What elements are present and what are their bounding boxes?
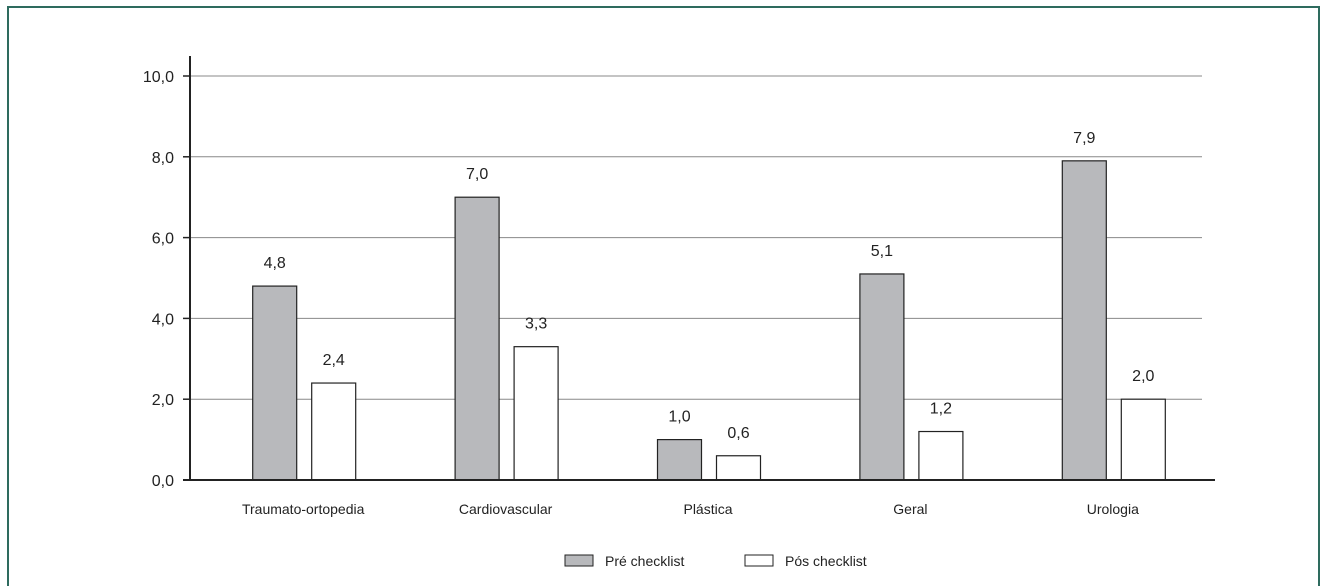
bar-pos-checklist: [918, 430, 964, 481]
bar-pre-checklist: [454, 196, 500, 481]
category-label: Cardiovascular: [459, 501, 553, 517]
bar-pre-checklist: [252, 285, 298, 481]
data-label-pos-checklist: 2,4: [323, 352, 345, 369]
y-tick-label: 4,0: [152, 311, 174, 328]
bar-pos-checklist: [1120, 398, 1166, 481]
data-labels: 4,8 2,4 7,0 3,3 1,0 0,6 5,1 1,2 7,9 2,0: [264, 130, 1155, 442]
grid-lines: [190, 75, 1202, 400]
bar-pre-checklist: [859, 273, 905, 481]
data-label-pos-checklist: 0,6: [727, 425, 749, 442]
category-label: Traumato-ortopedia: [242, 501, 365, 517]
data-label-pos-checklist: 3,3: [525, 316, 547, 333]
legend-label-pre-checklist: Pré checklist: [605, 553, 684, 569]
y-tick-label: 2,0: [152, 392, 174, 409]
bar-pos-checklist: [311, 382, 357, 481]
bar-pre-checklist: [656, 439, 703, 481]
category-label: Plástica: [683, 501, 732, 517]
chart-frame: [7, 6, 1320, 586]
bar-pos-checklist: [715, 455, 762, 481]
data-label-pre-checklist: 7,9: [1073, 130, 1095, 147]
axes: [183, 56, 1215, 481]
bars: [252, 160, 1166, 481]
legend-swatch-pre-checklist: [564, 554, 594, 567]
data-label-pre-checklist: 7,0: [466, 166, 488, 183]
data-label-pre-checklist: 1,0: [668, 409, 690, 426]
data-label-pre-checklist: 4,8: [264, 255, 286, 272]
y-axis-ticks: 0,0 2,0 4,0 6,0 8,0 10,0: [143, 69, 190, 490]
legend: Pré checklist Pós checklist: [564, 553, 867, 569]
data-label-pre-checklist: 5,1: [871, 243, 893, 260]
category-label: Geral: [893, 501, 927, 517]
legend-swatch-pos-checklist: [744, 554, 774, 567]
data-label-pos-checklist: 2,0: [1132, 368, 1154, 385]
y-tick-label: 8,0: [152, 150, 174, 167]
legend-label-pos-checklist: Pós checklist: [785, 553, 867, 569]
bar-pos-checklist: [513, 346, 559, 481]
data-label-pos-checklist: 1,2: [930, 401, 952, 418]
category-labels: Traumato-ortopedia Cardiovascular Plástica…: [242, 501, 1139, 517]
y-tick-label: 10,0: [143, 69, 174, 86]
bar-pre-checklist: [1061, 160, 1107, 481]
category-label: Urologia: [1087, 501, 1139, 517]
y-tick-label: 6,0: [152, 231, 174, 248]
y-tick-label: 0,0: [152, 473, 174, 490]
